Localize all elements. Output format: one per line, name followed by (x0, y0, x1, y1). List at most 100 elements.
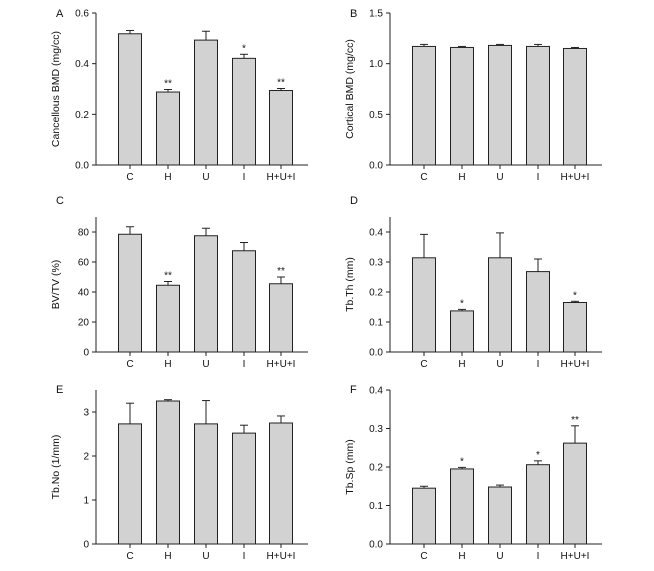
x-tick-label: U (202, 172, 209, 183)
y-tick-label: 0.4 (369, 228, 383, 239)
y-tick-label: 0.0 (369, 540, 383, 551)
significance-marker: ** (277, 266, 285, 277)
x-tick-label: H (458, 172, 465, 183)
x-tick-label: U (496, 172, 503, 183)
panel-letter: B (350, 8, 357, 20)
bar-h (156, 400, 180, 545)
significance-marker: * (573, 290, 577, 301)
y-tick-label: 0.5 (369, 110, 383, 121)
bar-h-u-i (563, 442, 587, 545)
y-tick-label: 0.4 (369, 386, 383, 397)
y-tick-label: 0.6 (75, 9, 89, 20)
bar-u (488, 486, 512, 545)
y-tick-label: 0.2 (369, 463, 383, 474)
bar-u (488, 257, 512, 353)
bar-i (232, 57, 256, 166)
y-tick-label: 2 (83, 452, 89, 463)
panel-b: B 0.0 0.5 1.0 1.5 Cortical BMD (mg/cc) C H U I H+U… (344, 8, 602, 183)
bar-h-u-i (269, 283, 293, 353)
x-tick-label: I (537, 172, 540, 183)
x-tick-label: H (164, 359, 171, 370)
bar-h-u-i (269, 90, 293, 166)
y-tick-label: 0.0 (369, 348, 383, 359)
x-tick-label: U (496, 359, 503, 370)
x-tick-label: I (537, 359, 540, 370)
y-axis-label: Tb.Th (mm) (344, 257, 356, 312)
significance-marker: * (536, 450, 540, 461)
y-tick-label: 1 (83, 496, 89, 507)
bar-i (526, 271, 550, 353)
bar-h-u-i (563, 302, 587, 353)
significance-marker: ** (571, 415, 579, 426)
significance-marker: * (460, 456, 464, 467)
bar-h (450, 46, 474, 166)
x-tick-label: H (164, 172, 171, 183)
significance-marker: * (460, 298, 464, 309)
y-axis-label: Cortical BMD (mg/cc) (344, 39, 356, 139)
y-tick-label: 0.2 (369, 288, 383, 299)
bar-h (450, 310, 474, 353)
bar-h (156, 91, 180, 166)
y-tick-label: 0.2 (75, 110, 89, 121)
y-tick-label: 0.0 (369, 161, 383, 172)
significance-marker: ** (277, 77, 285, 88)
x-tick-label: C (420, 359, 427, 370)
bar-c (118, 233, 142, 353)
bar-i (526, 464, 550, 545)
y-tick-label: 0 (83, 540, 89, 551)
bar-u (194, 235, 218, 353)
bar-u (194, 423, 218, 545)
bar-i (232, 432, 256, 545)
y-tick-label: 60 (78, 258, 90, 269)
x-tick-label: H+U+I (267, 359, 296, 370)
bar-i (232, 250, 256, 353)
x-tick-label: H+U+I (561, 359, 590, 370)
bar-h-u-i (269, 422, 293, 545)
y-tick-label: 1.5 (369, 9, 383, 20)
x-tick-label: U (496, 551, 503, 562)
y-axis-label: Tb.Sp (mm) (344, 439, 356, 494)
significance-marker: * (242, 43, 246, 54)
x-tick-label: C (126, 172, 133, 183)
bar-i (526, 45, 550, 166)
bar-c (118, 423, 142, 545)
x-tick-label: H+U+I (267, 172, 296, 183)
y-axis-label: Cancellous BMD (mg/cc) (50, 31, 62, 147)
significance-marker: ** (164, 79, 172, 90)
y-tick-label: 0 (83, 348, 89, 359)
x-tick-label: C (420, 551, 427, 562)
panel-letter: F (350, 384, 357, 396)
x-tick-label: H+U+I (561, 551, 590, 562)
y-tick-label: 3 (83, 408, 89, 419)
x-tick-label: C (420, 172, 427, 183)
y-tick-label: 0.1 (369, 318, 383, 329)
y-tick-label: 1.0 (369, 59, 383, 70)
bar-u (488, 44, 512, 166)
panel-e: E 0 1 2 3 Tb.No (1/mm) C H U I H+U+I (50, 384, 308, 562)
y-axis-label: BV/TV (%) (50, 260, 62, 310)
panel-letter: D (350, 195, 358, 207)
bar-u (194, 39, 218, 166)
x-tick-label: H (458, 551, 465, 562)
y-tick-label: 80 (78, 228, 90, 239)
panel-f: F 0.0 0.1 0.2 0.3 0.4 Tb.Sp (mm) C H * U I * H+U+I ** (344, 384, 602, 562)
bar-c (412, 257, 436, 353)
x-tick-label: I (243, 172, 246, 183)
x-tick-label: C (126, 359, 133, 370)
significance-marker: ** (164, 271, 172, 282)
bar-h-u-i (563, 47, 587, 166)
x-tick-label: H+U+I (267, 551, 296, 562)
panel-letter: A (56, 8, 64, 20)
panel-c: C 0 20 40 60 80 BV/TV (%) C H ** U I H+U+I ** (50, 195, 308, 370)
y-tick-label: 0.4 (75, 59, 89, 70)
y-tick-label: 0.3 (369, 424, 383, 435)
panel-letter: C (56, 195, 64, 207)
y-axis-label: Tb.No (1/mm) (50, 435, 62, 500)
y-tick-label: 40 (78, 288, 90, 299)
x-tick-label: H (458, 359, 465, 370)
x-tick-label: I (243, 359, 246, 370)
y-tick-label: 0.3 (369, 258, 383, 269)
y-tick-label: 0.0 (75, 161, 89, 172)
bar-c (412, 487, 436, 545)
